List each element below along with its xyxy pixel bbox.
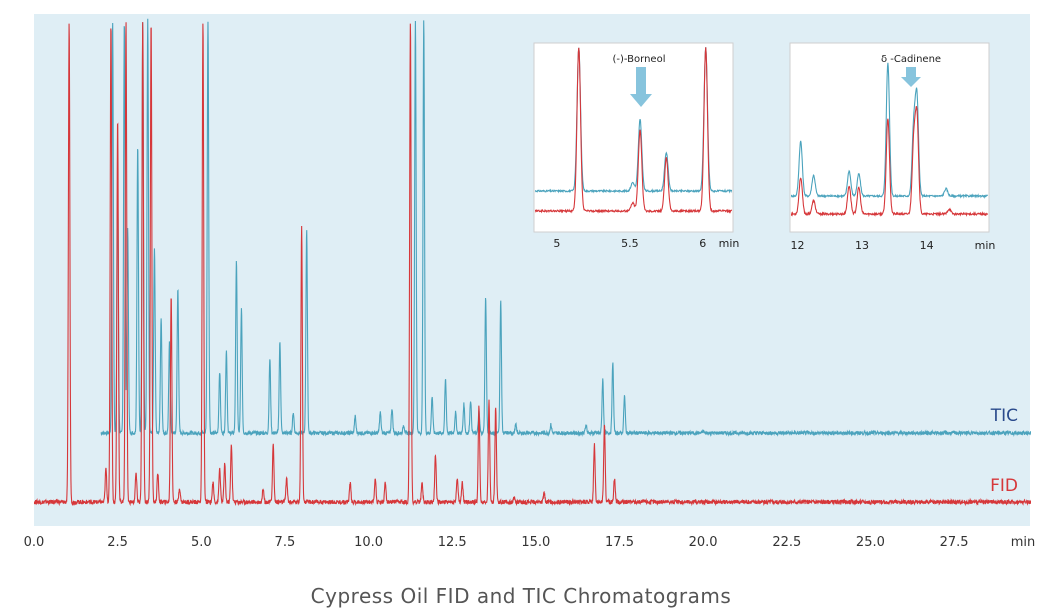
inset-x-axis-unit: min: [719, 237, 740, 250]
inset-x-tick-label: 6: [699, 237, 706, 250]
inset-cadinene-traces: [791, 62, 988, 218]
series-label-tic: TIC: [990, 406, 1018, 426]
x-axis: 0.0 2.5 5.0 7.5 10.0 12.5 15.0 17.5 20.0 22.5 25.0…: [24, 535, 1036, 550]
inset-borneol-x-axis: 5 5.5 6 min: [553, 237, 739, 250]
inset-borneol-annotation: (-)-Borneol: [613, 54, 666, 65]
inset-borneol-traces: [535, 47, 732, 214]
x-tick-label: 7.5: [275, 535, 296, 550]
inset-cadinene: δ -Cadinene 12 13 14 min: [789, 42, 996, 252]
x-tick-label: 22.5: [772, 535, 801, 550]
inset-cadinene-x-axis: 12 13 14 min: [791, 239, 996, 252]
inset-x-axis-unit: min: [975, 239, 996, 252]
inset-x-tick-label: 5.5: [621, 237, 639, 250]
trace-fid: [34, 22, 1031, 507]
main-traces: [34, 18, 1031, 507]
inset-trace-tic: [535, 47, 732, 194]
x-tick-label: 25.0: [856, 535, 885, 550]
inset-borneol: (-)-Borneol 5 5.5 6 min: [533, 42, 739, 250]
x-tick-label: 20.0: [689, 535, 718, 550]
inset-cadinene-annotation: δ -Cadinene: [881, 54, 941, 65]
inset-x-tick-label: 14: [920, 239, 934, 252]
x-tick-label: 5.0: [191, 535, 212, 550]
inset-x-tick-label: 12: [791, 239, 805, 252]
inset-borneol-arrow: [630, 67, 652, 107]
x-tick-label: 10.0: [354, 535, 383, 550]
inset-cadinene-arrow: [901, 67, 921, 87]
inset-trace-fid: [535, 47, 732, 214]
x-tick-label: 27.5: [940, 535, 969, 550]
inset-x-tick-label: 5: [553, 237, 560, 250]
x-tick-label: 12.5: [438, 535, 467, 550]
inset-trace-tic: [791, 62, 988, 200]
chart-caption: Cypress Oil FID and TIC Chromatograms: [310, 584, 732, 608]
inset-x-tick-label: 13: [855, 239, 869, 252]
series-label-fid: FID: [990, 476, 1018, 496]
x-tick-label: 17.5: [605, 535, 634, 550]
inset-borneol-frame: [533, 42, 734, 233]
inset-trace-fid: [791, 105, 988, 218]
x-tick-label: 15.0: [521, 535, 550, 550]
x-axis-unit: min: [1011, 535, 1036, 550]
x-tick-label: 2.5: [107, 535, 128, 550]
x-tick-label: 0.0: [24, 535, 45, 550]
trace-tic: [100, 18, 1031, 437]
